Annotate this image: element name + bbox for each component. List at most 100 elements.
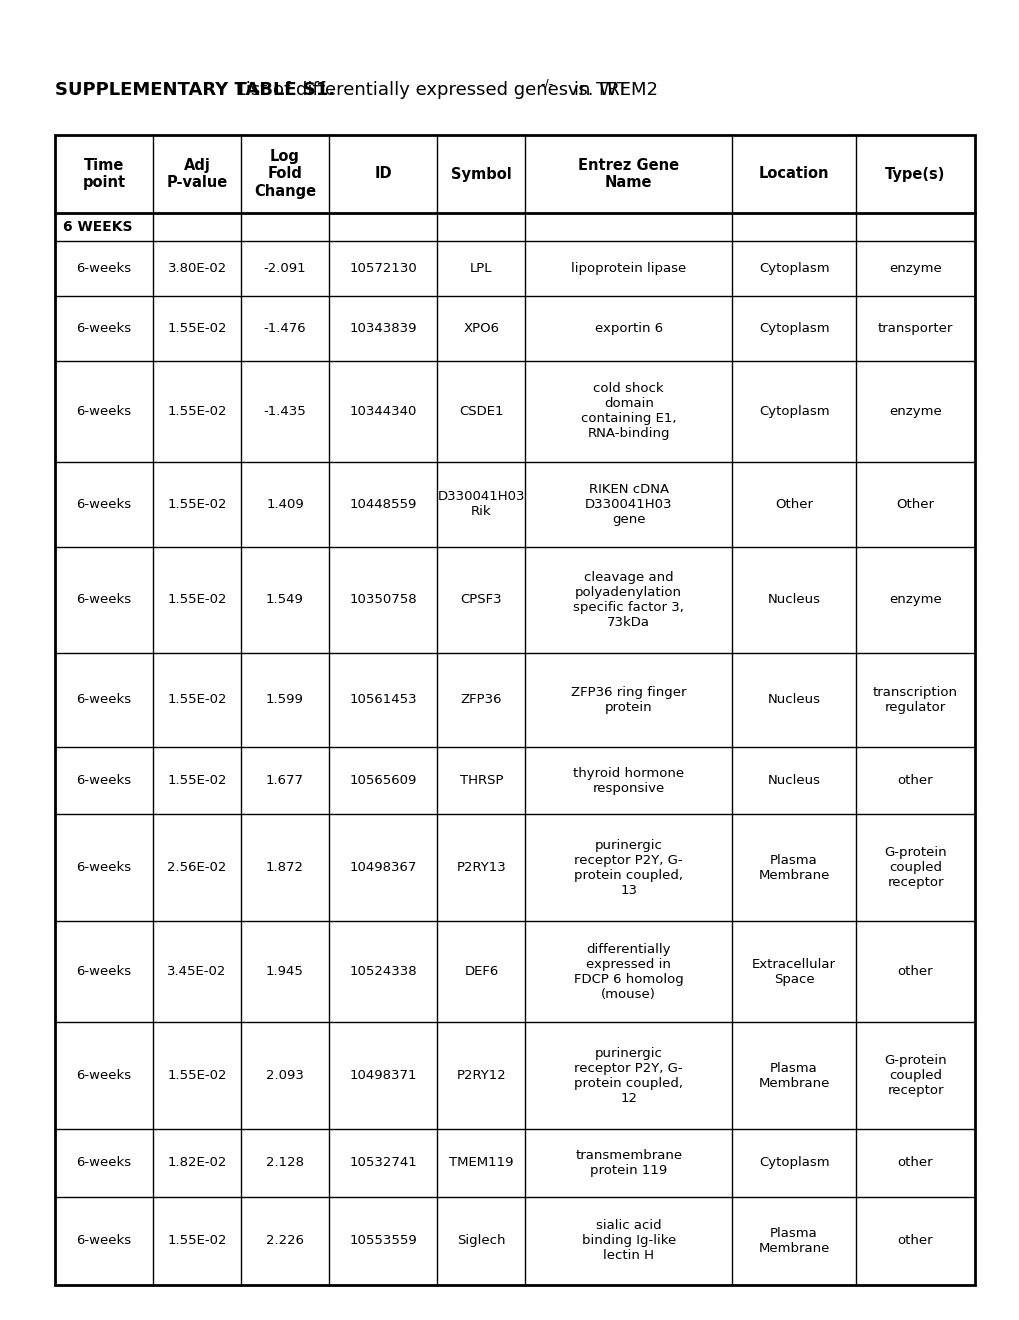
Text: 6-weeks: 6-weeks [76, 861, 131, 874]
Text: SUPPLEMENTARY TABLE S1.: SUPPLEMENTARY TABLE S1. [55, 81, 335, 99]
Text: 1.82E-02: 1.82E-02 [167, 1156, 226, 1170]
Text: 1.872: 1.872 [266, 861, 304, 874]
Text: Type(s): Type(s) [884, 166, 945, 181]
Text: 6-weeks: 6-weeks [76, 965, 131, 978]
Text: Entrez Gene
Name: Entrez Gene Name [578, 158, 679, 190]
Text: -1.435: -1.435 [263, 405, 306, 418]
Text: 10498371: 10498371 [350, 1069, 417, 1082]
Text: D330041H03
Rik: D330041H03 Rik [437, 490, 525, 519]
Text: P2RY13: P2RY13 [457, 861, 505, 874]
Text: vs. WT: vs. WT [561, 81, 628, 99]
Text: 1.55E-02: 1.55E-02 [167, 322, 226, 334]
Text: G-protein
coupled
receptor: G-protein coupled receptor [883, 1055, 946, 1097]
Text: P2RY12: P2RY12 [457, 1069, 505, 1082]
Text: 6-weeks: 6-weeks [76, 774, 131, 787]
Text: Nucleus: Nucleus [767, 593, 820, 606]
Text: 10350758: 10350758 [350, 593, 417, 606]
Text: Cytoplasm: Cytoplasm [758, 261, 828, 275]
Text: Cytoplasm: Cytoplasm [758, 405, 828, 418]
Text: Plasma
Membrane: Plasma Membrane [758, 1226, 829, 1255]
Text: 2.093: 2.093 [266, 1069, 304, 1082]
Text: Nucleus: Nucleus [767, 774, 820, 787]
Text: Location: Location [758, 166, 828, 181]
Text: 6-weeks: 6-weeks [76, 322, 131, 334]
Text: 6-weeks: 6-weeks [76, 498, 131, 511]
Text: Adj
P-value: Adj P-value [166, 158, 227, 190]
Text: ZFP36: ZFP36 [461, 693, 501, 706]
Text: 6-weeks: 6-weeks [76, 405, 131, 418]
Text: transcription
regulator: transcription regulator [872, 686, 957, 714]
Text: G-protein
coupled
receptor: G-protein coupled receptor [883, 846, 946, 890]
Text: Log
Fold
Change: Log Fold Change [254, 149, 316, 199]
Text: 10498367: 10498367 [350, 861, 417, 874]
Text: Cytoplasm: Cytoplasm [758, 322, 828, 334]
Text: Plasma
Membrane: Plasma Membrane [758, 1061, 829, 1090]
Text: Time
point: Time point [83, 158, 125, 190]
Text: 1.55E-02: 1.55E-02 [167, 1234, 226, 1247]
Text: cleavage and
polyadenylation
specific factor 3,
73kDa: cleavage and polyadenylation specific fa… [573, 570, 684, 628]
Text: enzyme: enzyme [889, 261, 941, 275]
Text: 2.226: 2.226 [266, 1234, 304, 1247]
Text: 1.55E-02: 1.55E-02 [167, 405, 226, 418]
Text: 10565609: 10565609 [350, 774, 417, 787]
Text: 3.80E-02: 3.80E-02 [167, 261, 226, 275]
Text: transmembrane
protein 119: transmembrane protein 119 [575, 1148, 682, 1177]
Text: CPSF3: CPSF3 [461, 593, 501, 606]
Text: DEF6: DEF6 [464, 965, 498, 978]
Text: LPL: LPL [470, 261, 492, 275]
Text: Extracellular
Space: Extracellular Space [751, 958, 836, 986]
Text: transporter: transporter [877, 322, 953, 334]
Text: 1.55E-02: 1.55E-02 [167, 1069, 226, 1082]
Text: 10344340: 10344340 [350, 405, 417, 418]
Text: other: other [897, 1156, 932, 1170]
Text: 6-weeks: 6-weeks [76, 1156, 131, 1170]
Text: -1.476: -1.476 [264, 322, 306, 334]
Text: 10524338: 10524338 [350, 965, 417, 978]
Text: Other: Other [896, 498, 933, 511]
Text: 1.55E-02: 1.55E-02 [167, 498, 226, 511]
Text: differentially
expressed in
FDCP 6 homolog
(mouse): differentially expressed in FDCP 6 homol… [574, 942, 683, 1001]
Text: Siglech: Siglech [457, 1234, 505, 1247]
Text: sialic acid
binding Ig-like
lectin H: sialic acid binding Ig-like lectin H [581, 1220, 676, 1262]
Text: 1.549: 1.549 [266, 593, 304, 606]
Text: enzyme: enzyme [889, 593, 941, 606]
Bar [55, 135, 974, 1284]
Text: thyroid hormone
responsive: thyroid hormone responsive [573, 767, 684, 795]
Text: XPO6: XPO6 [463, 322, 499, 334]
Text: 10448559: 10448559 [350, 498, 417, 511]
Text: 6-weeks: 6-weeks [76, 693, 131, 706]
Text: other: other [897, 774, 932, 787]
Text: Other: Other [774, 498, 812, 511]
Text: 6-weeks: 6-weeks [76, 261, 131, 275]
Text: enzyme: enzyme [889, 405, 941, 418]
Text: lipoprotein lipase: lipoprotein lipase [571, 261, 686, 275]
Text: other: other [897, 1234, 932, 1247]
Text: Symbol: Symbol [450, 166, 512, 181]
Text: 3.45E-02: 3.45E-02 [167, 965, 226, 978]
Text: purinergic
receptor P2Y, G-
protein coupled,
12: purinergic receptor P2Y, G- protein coup… [574, 1047, 683, 1105]
Text: 1.409: 1.409 [266, 498, 304, 511]
Text: 6-weeks: 6-weeks [76, 593, 131, 606]
Text: 1.55E-02: 1.55E-02 [167, 693, 226, 706]
Text: Cytoplasm: Cytoplasm [758, 1156, 828, 1170]
Text: exportin 6: exportin 6 [594, 322, 662, 334]
Text: -2.091: -2.091 [264, 261, 306, 275]
Text: 6-weeks: 6-weeks [76, 1069, 131, 1082]
Text: 1.677: 1.677 [266, 774, 304, 787]
Text: ID: ID [374, 166, 391, 181]
Text: 1.599: 1.599 [266, 693, 304, 706]
Text: Nucleus: Nucleus [767, 693, 820, 706]
Text: 10343839: 10343839 [350, 322, 417, 334]
Text: Plasma
Membrane: Plasma Membrane [758, 854, 829, 882]
Text: 10532741: 10532741 [348, 1156, 417, 1170]
Text: 2.128: 2.128 [266, 1156, 304, 1170]
Text: List of differentially expressed genes in TREM2: List of differentially expressed genes i… [229, 81, 657, 99]
Text: CSDE1: CSDE1 [459, 405, 503, 418]
Text: other: other [897, 965, 932, 978]
Text: cold shock
domain
containing E1,
RNA-binding: cold shock domain containing E1, RNA-bin… [581, 383, 676, 441]
Text: RIKEN cDNA
D330041H03
gene: RIKEN cDNA D330041H03 gene [584, 483, 672, 525]
Text: 6-weeks: 6-weeks [76, 1234, 131, 1247]
Text: 6 WEEKS: 6 WEEKS [63, 220, 132, 234]
Text: 2.56E-02: 2.56E-02 [167, 861, 226, 874]
Text: 1.55E-02: 1.55E-02 [167, 774, 226, 787]
